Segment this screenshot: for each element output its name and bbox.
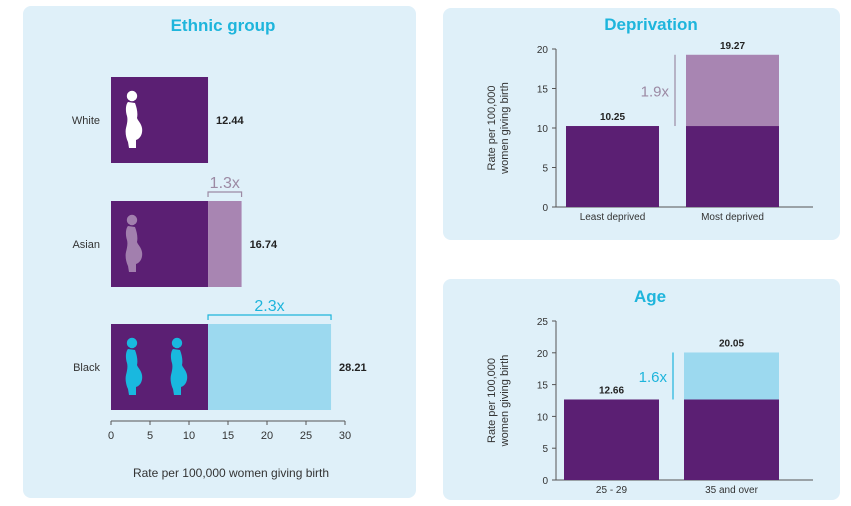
ethnic-ratio-bracket-asian xyxy=(207,191,243,197)
ethnic-ratio-label-asian: 1.3x xyxy=(210,175,240,192)
ethnic-x-tick-label: 20 xyxy=(261,430,273,442)
ethnic-x-axis-label: Rate per 100,000 women giving birth xyxy=(133,466,329,480)
age-y-axis-label-line: Rate per 100,000 xyxy=(486,358,498,443)
ethnic-x-tick-label: 5 xyxy=(147,430,153,442)
deprivation-bar-excess-most-deprived xyxy=(686,54,779,127)
ethnic-x-tick-label: 30 xyxy=(339,430,351,442)
deprivation-bar-base-most-deprived xyxy=(686,126,779,207)
age-chart: Age 0 5 10 15 20 25 Rate per 100,000 women givi… xyxy=(486,287,813,496)
age-y-axis-label-line: women giving birth xyxy=(499,355,511,448)
pregnant-woman-icon xyxy=(125,337,143,395)
pregnant-woman-icon-body xyxy=(125,102,143,148)
ethnic-x-tick-label: 25 xyxy=(300,430,312,442)
age-value-label-35-and-over: 20.05 xyxy=(719,338,744,349)
ethnic-ratio-label-black: 2.3x xyxy=(254,298,284,315)
age-y-tick-label: 10 xyxy=(537,412,549,423)
ethnic-x-tick-label: 0 xyxy=(108,430,114,442)
ethnic-x-tick-label: 15 xyxy=(222,430,234,442)
pregnant-woman-icon xyxy=(125,214,143,272)
ethnic-group-chart: Ethnic group Rate per 100,000 women givi… xyxy=(72,16,367,480)
deprivation-y-tick-label: 20 xyxy=(537,45,549,56)
age-y-tick-label: 15 xyxy=(537,381,549,392)
pregnant-woman-icon-head xyxy=(171,337,183,349)
pregnant-woman-icon xyxy=(125,90,143,148)
ethnic-x-tick-label: 10 xyxy=(183,430,195,442)
age-x-tick-label-25-29: 25 - 29 xyxy=(596,485,628,496)
ethnic-value-label-white: 12.44 xyxy=(216,115,244,127)
deprivation-panel: Deprivation 0 5 10 15 20 Rate per 100,000 wome… xyxy=(443,8,840,240)
age-y-tick-label: 5 xyxy=(542,444,548,455)
ethnic-ratio-bracket-black xyxy=(207,314,332,320)
deprivation-y-tick-label: 0 xyxy=(542,203,548,214)
deprivation-y-axis-label-line: women giving birth xyxy=(499,82,511,175)
ethnic-bar-base-asian xyxy=(111,201,209,287)
deprivation-x-tick-label-most-deprived: Most deprived xyxy=(701,212,764,223)
ethnic-value-label-asian: 16.74 xyxy=(250,239,278,251)
deprivation-y-axis-label-line: Rate per 100,000 xyxy=(486,85,498,170)
deprivation-y-tick-label: 10 xyxy=(537,124,549,135)
ethnic-value-label-black: 28.21 xyxy=(339,362,367,374)
age-y-tick-label: 25 xyxy=(537,317,549,328)
age-y-tick-label: 20 xyxy=(537,349,549,360)
age-panel: Age 0 5 10 15 20 25 Rate per 100,000 women givi… xyxy=(443,279,840,500)
age-bar-base-35-and-over xyxy=(684,399,779,480)
age-x-tick-label-35-and-over: 35 and over xyxy=(705,485,758,496)
pregnant-woman-icon xyxy=(170,337,188,395)
age-value-label-25-29: 12.66 xyxy=(599,385,624,396)
ethnic-category-label-black: Black xyxy=(73,362,100,374)
pregnant-woman-icon-head xyxy=(126,214,138,226)
deprivation-chart-title: Deprivation xyxy=(604,15,698,34)
ethnic-category-label-white: White xyxy=(72,115,100,127)
deprivation-value-label-most-deprived: 19.27 xyxy=(720,41,745,52)
ethnic-bar-base-white xyxy=(111,77,209,163)
deprivation-y-tick-label: 15 xyxy=(537,85,549,96)
deprivation-x-tick-label-least-deprived: Least deprived xyxy=(580,212,646,223)
pregnant-woman-icon-body xyxy=(125,226,143,272)
deprivation-bar-base-least-deprived xyxy=(566,126,659,207)
ethnic-group-panel: Ethnic group Rate per 100,000 women givi… xyxy=(23,6,416,498)
deprivation-chart: Deprivation 0 5 10 15 20 Rate per 100,000 wome… xyxy=(486,15,813,223)
pregnant-woman-icon-head xyxy=(126,337,138,349)
age-y-tick-label: 0 xyxy=(542,476,548,487)
age-ratio-label: 1.6x xyxy=(639,369,668,386)
pregnant-woman-icon-head xyxy=(126,90,138,102)
deprivation-ratio-label: 1.9x xyxy=(641,83,670,100)
age-bar-excess-35-and-over xyxy=(684,352,779,400)
pregnant-woman-icon-body xyxy=(170,349,188,395)
ethnic-category-label-asian: Asian xyxy=(72,239,100,251)
deprivation-value-label-least-deprived: 10.25 xyxy=(600,112,625,123)
ethnic-bar-excess-black xyxy=(208,324,332,410)
age-bar-base-25-29 xyxy=(564,399,659,480)
deprivation-y-tick-label: 5 xyxy=(542,164,548,175)
pregnant-woman-icon-body xyxy=(125,349,143,395)
ethnic-bar-excess-asian xyxy=(208,201,242,287)
ethnic-bar-base-black xyxy=(111,324,209,410)
ethnic-chart-title: Ethnic group xyxy=(171,16,276,35)
age-chart-title: Age xyxy=(634,287,666,306)
